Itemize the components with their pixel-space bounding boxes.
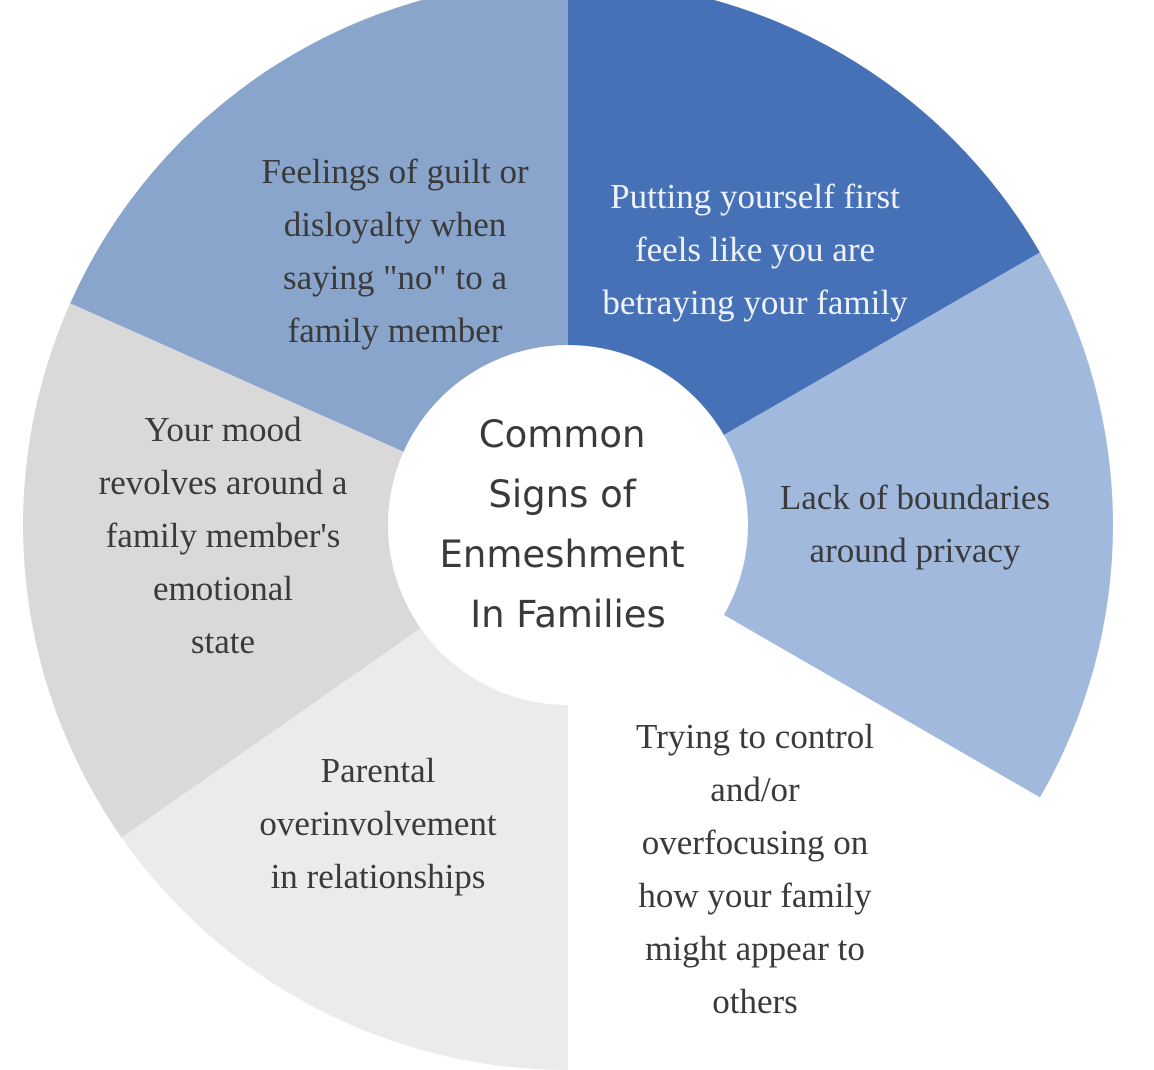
- segment-label-line: and/or: [710, 770, 800, 809]
- center-title-line: Common: [479, 413, 646, 456]
- segment-label-line: around privacy: [810, 531, 1021, 570]
- segment-label-line: Parental: [321, 751, 436, 790]
- labels-layer: Feelings of guilt or disloyalty when sayin…: [99, 152, 1050, 1021]
- segment-label-line: how your family: [638, 876, 872, 915]
- segment-label-boundaries: Lack of boundaries around privacy: [780, 478, 1050, 570]
- segment-guilt: [70, 0, 568, 454]
- segment-label-line: in relationships: [271, 857, 486, 896]
- center-title: Common Signs of Enmeshment In Families: [440, 413, 697, 636]
- segment-label-line: overfocusing on: [642, 823, 868, 862]
- segment-control: [568, 612, 1040, 1070]
- segment-label-line: revolves around a: [99, 463, 348, 502]
- segment-label-line: Lack of boundaries: [780, 478, 1050, 517]
- segment-mood: [22, 303, 425, 838]
- segment-label-mood: Your mood revolves around a family member'…: [99, 410, 348, 661]
- segment-label-line: family member's: [106, 516, 341, 555]
- segment-label-line: family member: [288, 311, 503, 350]
- segment-label-line: might appear to: [645, 929, 865, 968]
- segment-label-line: Feelings of guilt or: [261, 152, 529, 191]
- segment-label-line: state: [191, 622, 255, 661]
- segment-label-overinvolvement: Parental overinvolvement in relationships: [259, 751, 496, 896]
- segment-boundaries: [719, 252, 1113, 798]
- segment-label-line: saying "no" to a: [283, 258, 507, 297]
- segment-label-control: Trying to control and/or overfocusing on ho…: [636, 717, 874, 1021]
- segment-label-line: overinvolvement: [259, 804, 496, 843]
- segment-label-line: betraying your family: [602, 283, 908, 322]
- segment-label-line: feels like you are: [635, 230, 875, 269]
- segment-label-line: others: [712, 982, 798, 1021]
- segment-label-line: Trying to control: [636, 717, 874, 756]
- segment-label-line: Your mood: [145, 410, 302, 449]
- center-title-line: Enmeshment: [440, 533, 685, 576]
- segment-label-guilt: Feelings of guilt or disloyalty when sayin…: [261, 152, 529, 350]
- segment-overinvolvement: [121, 625, 568, 1070]
- segment-label-putting-yourself-first: Putting yourself first feels like you are…: [602, 177, 908, 322]
- center-title-line: Signs of: [488, 473, 636, 516]
- segments-layer: [22, 0, 1113, 1070]
- segment-label-line: emotional: [153, 569, 293, 608]
- center-title-line: In Families: [470, 593, 666, 636]
- center-hub: [388, 345, 748, 705]
- segment-label-line: Putting yourself first: [610, 177, 900, 216]
- segment-label-line: disloyalty when: [284, 205, 507, 244]
- segment-putting-yourself-first: [568, 0, 1040, 438]
